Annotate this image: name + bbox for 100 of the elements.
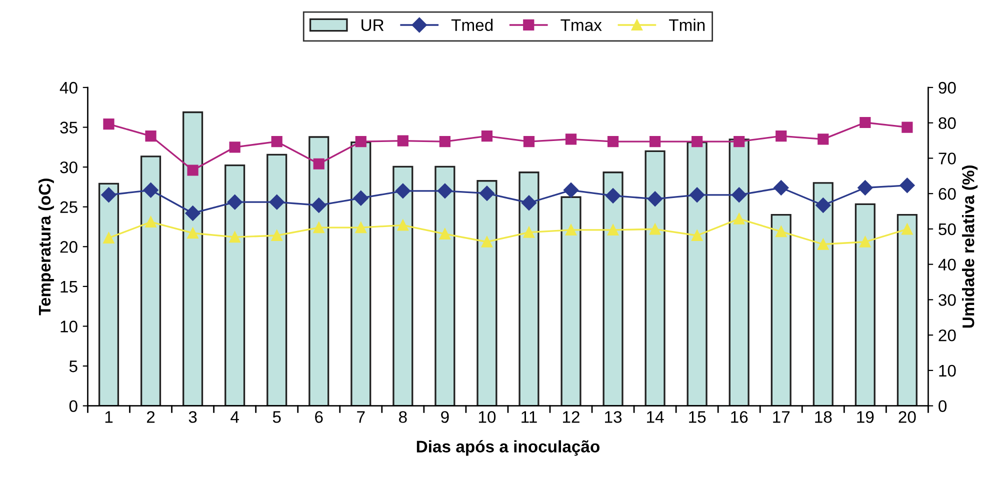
y-tick-label: 30 xyxy=(60,161,78,174)
y2-axis-title: Umidade relativa (%) xyxy=(962,166,978,328)
x-tick-label: 1 xyxy=(105,411,113,423)
point xyxy=(776,130,787,142)
bar xyxy=(392,166,414,406)
y2-tick-label: 60 xyxy=(938,188,956,200)
bar xyxy=(224,164,246,406)
x-tick-label: 17 xyxy=(773,411,790,423)
bar xyxy=(476,180,498,406)
x-axis-title: Dias após a inoculação xyxy=(416,440,600,456)
x-tick-label: 13 xyxy=(605,411,622,423)
x-tick-label: 6 xyxy=(315,411,323,423)
point xyxy=(479,186,495,201)
point xyxy=(607,136,619,148)
x-tick-label: 12 xyxy=(563,411,580,423)
point xyxy=(692,136,703,148)
point xyxy=(271,230,282,242)
x-tick-label: 2 xyxy=(146,411,155,423)
x-tick-label: 3 xyxy=(188,411,197,423)
x-tick-label: 9 xyxy=(441,411,449,423)
bar xyxy=(896,214,918,406)
x-tick-label: 11 xyxy=(522,411,537,423)
point xyxy=(860,236,871,248)
point xyxy=(858,180,873,196)
point xyxy=(103,118,114,130)
bar xyxy=(560,196,582,406)
point xyxy=(523,136,535,148)
y-tick-label: 20 xyxy=(60,241,78,253)
point xyxy=(229,232,240,243)
x-tick-label: 20 xyxy=(898,411,916,423)
point xyxy=(481,130,493,142)
y2-tick-label: 0 xyxy=(938,400,947,412)
point xyxy=(818,134,829,145)
x-tick-label: 5 xyxy=(272,411,281,423)
point xyxy=(900,178,915,193)
point xyxy=(187,164,198,176)
legend-label: Tmed xyxy=(451,18,493,31)
y-tick-label: 15 xyxy=(60,281,78,293)
point xyxy=(734,213,745,224)
point xyxy=(355,222,366,234)
point xyxy=(607,224,619,236)
y-tick-label: 25 xyxy=(60,201,78,214)
y-tick-label: 0 xyxy=(69,400,78,412)
point xyxy=(397,220,408,231)
bar xyxy=(98,182,120,406)
point xyxy=(353,190,368,206)
bar xyxy=(182,111,204,406)
x-tick-label: 19 xyxy=(857,411,874,423)
point xyxy=(269,194,284,210)
point xyxy=(565,224,577,236)
bar xyxy=(686,141,708,406)
point xyxy=(439,136,450,148)
point xyxy=(690,187,705,202)
point xyxy=(902,122,913,133)
bar xyxy=(434,166,456,406)
bar xyxy=(854,203,876,406)
y2-tick-label: 40 xyxy=(938,258,956,271)
point xyxy=(650,136,661,148)
point xyxy=(395,183,410,199)
point xyxy=(902,224,913,235)
bar xyxy=(350,141,372,406)
y2-tick-label: 70 xyxy=(938,152,956,164)
bar xyxy=(644,150,666,406)
x-tick-label: 14 xyxy=(647,411,664,423)
point xyxy=(647,191,663,206)
y2-tick-label: 80 xyxy=(938,117,956,130)
y2-tick-label: 50 xyxy=(938,223,956,236)
y2-tick-label: 30 xyxy=(938,294,956,306)
x-tick-label: 10 xyxy=(478,411,496,423)
x-tick-label: 4 xyxy=(230,411,239,423)
point xyxy=(271,136,282,148)
x-tick-label: 8 xyxy=(399,411,407,423)
point xyxy=(605,188,621,204)
legend-label: Tmin xyxy=(668,18,705,31)
point xyxy=(397,135,408,146)
bar xyxy=(812,182,834,406)
point xyxy=(563,182,579,198)
point xyxy=(521,195,537,210)
point xyxy=(229,142,240,153)
point xyxy=(145,216,156,228)
x-tick-label: 16 xyxy=(731,411,748,423)
point xyxy=(734,136,745,148)
bar xyxy=(518,172,540,406)
legend-label: UR xyxy=(362,19,384,31)
point xyxy=(774,180,789,196)
point xyxy=(439,228,450,240)
point xyxy=(692,230,703,242)
bar xyxy=(770,214,792,406)
y-tick-label: 35 xyxy=(60,122,78,134)
bar xyxy=(140,156,162,406)
legend-label: Tmax xyxy=(560,19,602,31)
point xyxy=(313,222,324,234)
point xyxy=(311,198,326,213)
x-tick-label: 18 xyxy=(815,411,832,423)
point xyxy=(481,236,493,248)
bar xyxy=(266,154,288,406)
point xyxy=(101,187,116,202)
point xyxy=(355,136,366,148)
x-tick-label: 15 xyxy=(689,411,706,423)
point xyxy=(860,116,871,128)
